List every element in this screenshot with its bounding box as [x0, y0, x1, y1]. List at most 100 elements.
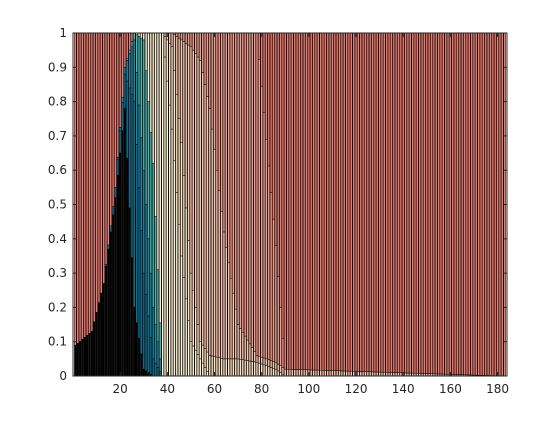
bar-54 — [199, 33, 201, 376]
bar-14-segment-1 — [105, 266, 107, 376]
bar-94-segment-7 — [294, 369, 296, 376]
bar-6-segment-9 — [86, 33, 88, 335]
x-tick-label: 120 — [345, 382, 368, 396]
bar-156-segment-9 — [440, 33, 442, 374]
bar-43-segment-7 — [173, 35, 175, 71]
bar-26-segment-1 — [133, 307, 135, 376]
bar-155 — [438, 33, 440, 376]
bar-59-segment-8 — [211, 33, 213, 129]
bar-50-segment-5 — [190, 342, 192, 376]
bar-112 — [336, 33, 338, 376]
bar-20-segment-1 — [119, 153, 121, 376]
bar-16 — [110, 33, 112, 376]
bar-167-segment-9 — [466, 33, 468, 375]
bar-44-segment-8 — [176, 33, 178, 36]
bar-70-segment-8 — [237, 33, 239, 325]
bar-43-segment-5 — [173, 161, 175, 376]
bar-121 — [357, 33, 359, 376]
bar-23-segment-3 — [126, 60, 128, 81]
bar-59-segment-7 — [211, 129, 213, 356]
bar-42-segment-5 — [171, 129, 173, 376]
bar-57-segment-8 — [207, 33, 209, 96]
bar-86-segment-9 — [275, 33, 277, 246]
bar-50 — [190, 33, 192, 376]
bar-60-segment-8 — [214, 33, 216, 150]
bar-41-segment-7 — [169, 33, 171, 43]
bar-79-segment-7 — [258, 356, 260, 363]
bar-122-segment-9 — [360, 33, 362, 372]
bar-85-segment-7 — [273, 361, 275, 368]
bar-166-segment-9 — [464, 33, 466, 375]
bar-93-segment-7 — [291, 369, 293, 376]
bar-145 — [414, 33, 416, 376]
bar-31-segment-3 — [145, 205, 147, 295]
bar-26-segment-2 — [133, 102, 135, 308]
bar-170 — [473, 33, 475, 376]
bar-45-segment-7 — [178, 38, 180, 119]
bar-42 — [171, 33, 173, 376]
bar-83-segment-8 — [268, 166, 270, 360]
bar-128 — [374, 33, 376, 376]
bar-24-segment-9 — [129, 33, 131, 50]
bar-32 — [148, 33, 150, 376]
bar-125-segment-9 — [367, 33, 369, 372]
bar-19-segment-2 — [117, 159, 119, 175]
bar-98 — [303, 33, 305, 376]
bar-82-segment-7 — [265, 359, 267, 366]
bar-153-segment-9 — [433, 33, 435, 374]
bar-45-segment-6 — [178, 119, 180, 224]
bar-126-segment-9 — [369, 33, 371, 372]
bar-129 — [376, 33, 378, 376]
bar-14-segment-9 — [105, 33, 107, 264]
bar-39 — [164, 33, 166, 376]
bar-7-segment-9 — [89, 33, 91, 333]
bar-30-segment-3 — [143, 170, 145, 273]
bar-138 — [398, 33, 400, 376]
bar-5-segment-9 — [84, 33, 86, 337]
bar-12-segment-9 — [100, 33, 102, 293]
bar-77 — [254, 33, 256, 376]
bar-71-segment-8 — [240, 33, 242, 328]
bar-1-segment-1 — [74, 345, 76, 376]
bar-4-segment-9 — [81, 33, 83, 339]
bar-9-segment-1 — [93, 322, 95, 376]
bar-69-segment-8 — [235, 33, 237, 309]
bar-85-segment-8 — [273, 219, 275, 361]
bar-37-segment-4 — [159, 323, 161, 359]
bar-18-segment-2 — [115, 187, 117, 197]
bar-140 — [402, 33, 404, 376]
bar-68-segment-6 — [232, 359, 234, 376]
bar-11-segment-9 — [98, 33, 100, 303]
bar-76 — [251, 33, 253, 376]
bar-123 — [362, 33, 364, 376]
bar-4-segment-1 — [81, 339, 83, 376]
bar-83-segment-6 — [268, 367, 270, 376]
bar-81-segment-7 — [263, 358, 265, 365]
bar-158 — [445, 33, 447, 376]
bar-68 — [232, 33, 234, 376]
bar-40-segment-5 — [166, 81, 168, 376]
bar-166 — [464, 33, 466, 376]
bar-36-segment-3 — [157, 342, 159, 368]
bar-51-segment-8 — [192, 33, 194, 50]
bar-69 — [235, 33, 237, 376]
bar-15-segment-2 — [107, 245, 109, 249]
bar-72-segment-8 — [242, 33, 244, 332]
bar-179 — [494, 33, 496, 376]
bar-11 — [98, 33, 100, 376]
bar-68-segment-7 — [232, 294, 234, 359]
bar-176 — [487, 33, 489, 376]
bar-101-segment-7 — [310, 370, 312, 376]
bar-72-segment-7 — [242, 332, 244, 359]
bar-29-segment-2 — [140, 230, 142, 353]
bar-133 — [386, 33, 388, 376]
bar-161 — [452, 33, 454, 376]
bar-110-segment-9 — [332, 33, 334, 371]
bar-48-segment-6 — [185, 208, 187, 299]
bar-63-segment-7 — [221, 211, 223, 358]
bar-5 — [84, 33, 86, 376]
bar-176-segment-9 — [487, 33, 489, 375]
bar-36-segment-4 — [157, 270, 159, 342]
bar-118-segment-9 — [350, 33, 352, 371]
